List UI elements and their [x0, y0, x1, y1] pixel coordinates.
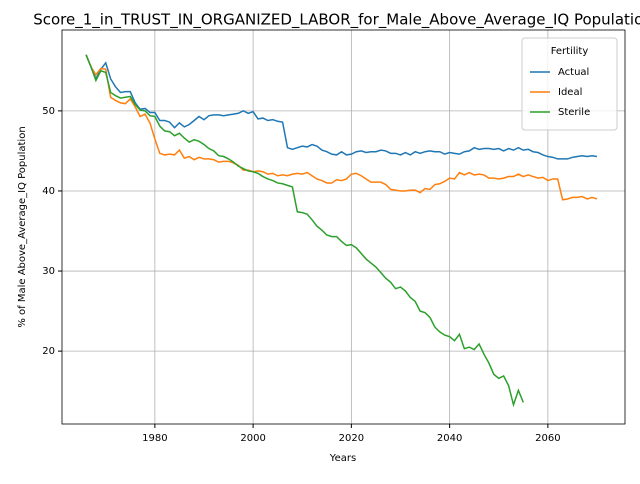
x-tick-label: 1980: [142, 433, 167, 444]
y-tick-label: 40: [42, 186, 55, 197]
series-line: [85, 54, 598, 160]
y-axis-label: % of Male Above_Average_IQ Population: [17, 126, 28, 327]
x-tick-label: 2060: [535, 433, 560, 444]
legend-label: Ideal: [558, 87, 582, 98]
x-tick-label: 2000: [240, 433, 265, 444]
chart-title: Score_1_in_TRUST_IN_ORGANIZED_LABOR_for_…: [33, 11, 640, 30]
x-tick-label: 2020: [339, 433, 364, 444]
legend-box: [521, 37, 618, 131]
series-line: [85, 54, 525, 408]
y-tick-label: 20: [42, 346, 55, 357]
legend-label: Sterile: [558, 107, 590, 118]
x-axis-label: Years: [329, 453, 356, 464]
series-line: [85, 54, 598, 201]
plot-frame: [61, 29, 626, 425]
x-tick-label: 2040: [437, 433, 462, 444]
legend-title: Fertility: [551, 46, 589, 57]
legend-label: Actual: [558, 67, 589, 78]
y-tick-label: 50: [42, 106, 55, 117]
y-tick-label: 30: [42, 266, 55, 277]
